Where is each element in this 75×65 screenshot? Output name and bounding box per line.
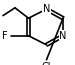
Text: N: N — [59, 31, 67, 41]
Text: F: F — [2, 31, 8, 41]
Text: N: N — [43, 4, 50, 14]
Text: Cl: Cl — [42, 62, 51, 65]
